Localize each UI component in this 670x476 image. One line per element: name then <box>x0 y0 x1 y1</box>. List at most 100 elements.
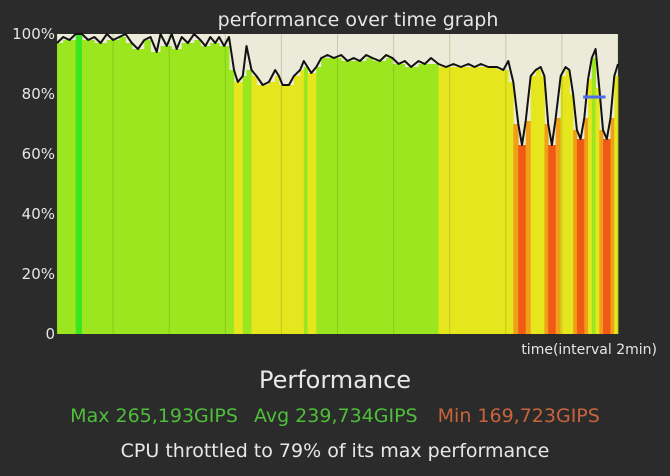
interval-band <box>256 85 264 334</box>
x-axis-label: time(interval 2min) <box>521 342 657 358</box>
interval-band <box>278 85 284 334</box>
interval-band <box>347 61 355 334</box>
interval-band <box>398 64 406 334</box>
chart-title: performance over time graph <box>218 9 499 31</box>
interval-band <box>445 67 454 334</box>
interval-band <box>229 70 235 334</box>
interval-band <box>144 40 151 334</box>
interval-band <box>379 61 387 334</box>
interval-band <box>591 58 596 334</box>
interval-band <box>131 49 139 334</box>
interval-band <box>316 67 322 334</box>
interval-band <box>411 67 419 334</box>
y-tick-label: 20% <box>22 265 55 283</box>
interval-band <box>303 67 308 334</box>
interval-band <box>603 139 608 334</box>
interval-band <box>293 76 301 334</box>
interval-band <box>386 58 393 334</box>
interval-band <box>333 58 342 334</box>
interval-band <box>242 76 247 334</box>
interval-band <box>540 76 545 334</box>
interval-band <box>392 64 399 334</box>
interval-band <box>119 37 126 334</box>
interval-band <box>544 124 549 334</box>
interval-band <box>282 85 290 334</box>
interval-band <box>530 76 537 334</box>
interval-band <box>288 85 295 334</box>
interval-band <box>453 67 462 334</box>
interval-band <box>57 43 64 334</box>
max-gips: Max 265,193GIPS <box>70 405 238 427</box>
interval-band <box>224 46 230 334</box>
interval-band <box>438 67 447 334</box>
interval-band <box>187 43 195 334</box>
interval-band <box>599 130 604 334</box>
interval-band <box>171 49 178 334</box>
interval-band <box>610 118 615 334</box>
interval-band <box>460 67 469 334</box>
y-tick-label: 80% <box>22 85 55 103</box>
interval-band <box>205 46 211 334</box>
interval-band <box>69 40 77 334</box>
performance-line <box>56 33 619 146</box>
interval-band <box>321 58 328 334</box>
interval-band <box>614 76 619 334</box>
interval-band <box>307 73 312 334</box>
interval-band <box>300 70 305 334</box>
interval-band <box>569 94 574 334</box>
performance-chart: performance over time graph 0 20% 40% 60% 80… <box>12 9 657 358</box>
interval-band <box>418 64 426 334</box>
interval-band <box>341 61 348 334</box>
interval-band <box>424 64 432 334</box>
avg-gips: Avg 239,734GIPS <box>253 405 418 427</box>
interval-band <box>219 46 225 334</box>
interval-band <box>106 40 114 334</box>
interval-band <box>573 130 578 334</box>
interval-band <box>176 49 183 334</box>
interval-band <box>246 70 252 334</box>
interval-color-bands <box>57 34 619 334</box>
interval-band <box>576 139 581 334</box>
interval-band <box>372 61 381 334</box>
interval-band <box>262 85 270 334</box>
performance-line-layer <box>56 33 619 146</box>
interval-band <box>156 52 161 334</box>
interval-band <box>113 40 120 334</box>
interval-band <box>210 43 216 334</box>
y-tick-label: 0 <box>45 325 55 343</box>
interval-band <box>560 76 567 334</box>
interval-band <box>125 43 133 334</box>
interval-band <box>63 40 70 334</box>
interval-band <box>366 58 373 334</box>
interval-band <box>468 67 476 334</box>
interval-band <box>522 145 527 334</box>
interval-band <box>497 70 504 334</box>
interval-band <box>580 139 585 334</box>
interval-band <box>200 46 206 334</box>
interval-band <box>194 40 201 334</box>
interval-band <box>584 118 589 334</box>
interval-band <box>513 124 519 334</box>
y-axis-ticks: 0 20% 40% 60% 80% 100% <box>12 25 55 343</box>
y-tick-label: 40% <box>22 205 55 223</box>
interval-band <box>480 67 489 334</box>
y-tick-label: 100% <box>12 25 55 43</box>
interval-band <box>353 61 361 334</box>
interval-band <box>181 43 189 334</box>
interval-band <box>94 43 102 334</box>
interval-band <box>508 82 514 334</box>
interval-band <box>75 34 83 334</box>
interval-band <box>81 40 89 334</box>
interval-band <box>311 73 317 334</box>
interval-band <box>551 145 557 334</box>
interval-band <box>474 67 482 334</box>
interval-band <box>404 67 412 334</box>
interval-band <box>327 58 335 334</box>
interval-band <box>215 43 220 334</box>
interval-band <box>518 145 523 334</box>
interval-band <box>488 67 498 334</box>
performance-heading: Performance <box>258 366 412 394</box>
interval-band <box>565 70 570 334</box>
interval-band <box>237 82 244 334</box>
min-gips: Min 169,723GIPS <box>437 405 600 427</box>
